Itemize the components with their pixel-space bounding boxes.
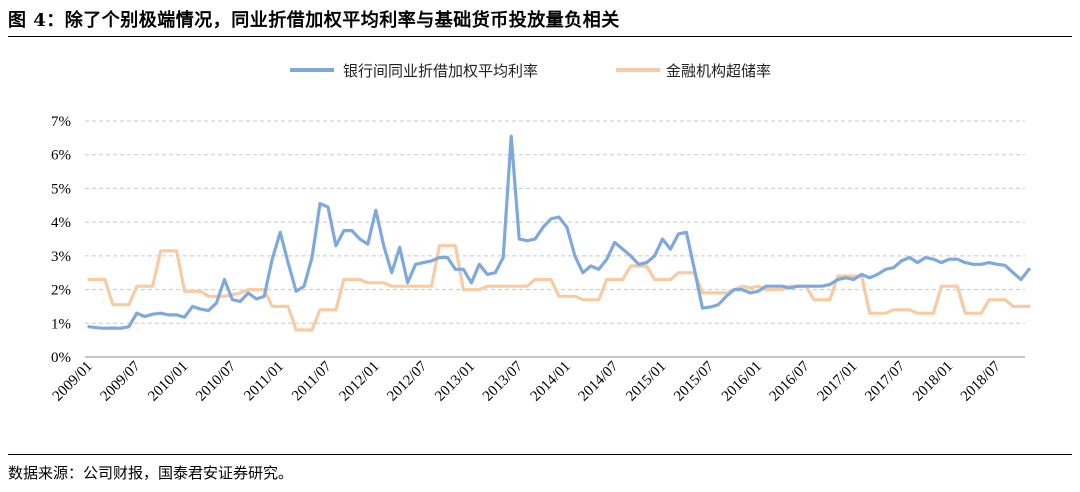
x-tick-label: 2011/01 <box>241 359 287 405</box>
x-tick-label: 2017/07 <box>862 358 908 404</box>
x-axis: 2009/01 2009/07 2010/01 2010/07 2011/01 2011/… <box>50 356 1025 405</box>
y-tick-label: 6% <box>51 148 71 164</box>
y-tick-label: 4% <box>51 215 71 231</box>
x-tick-label: 2012/01 <box>337 359 383 405</box>
x-tick-label: 2015/07 <box>671 358 717 404</box>
x-tick-label: 2010/07 <box>193 358 239 404</box>
series-line-2 <box>87 244 1031 332</box>
x-tick-label: 2017/01 <box>814 359 860 405</box>
x-tick-label: 2014/01 <box>528 359 574 405</box>
source-rule <box>8 454 1072 455</box>
legend-label-2: 金融机构超储率 <box>666 62 771 80</box>
y-tick-label: 0% <box>51 350 71 366</box>
series-lines <box>87 134 1031 332</box>
x-tick-label: 2016/01 <box>719 359 765 405</box>
x-tick-label-group: 2014/01 <box>528 359 574 405</box>
x-tick-label-group: 2016/07 <box>767 358 813 404</box>
x-tick-label-group: 2016/01 <box>719 359 765 405</box>
x-tick-label-group: 2017/01 <box>814 359 860 405</box>
x-tick-label-group: 2010/01 <box>145 359 191 405</box>
y-axis: 0% 1% 2% 3% 4% 5% 6% 7% <box>51 114 71 366</box>
y-tick-label: 2% <box>51 283 71 299</box>
gridlines <box>85 120 1025 324</box>
x-tick-label-group: 2017/07 <box>862 358 908 404</box>
line-chart: 银行间同业折借加权平均利率 金融机构超储率 0% 1% 2% 3% 4% 5% 6% 7% 20… <box>50 62 1031 405</box>
figure-title: 图 4：除了个别极端情况，同业折借加权平均利率与基础货币投放量负相关 <box>8 10 620 31</box>
x-tick-label: 2015/01 <box>623 359 669 405</box>
source-note: 数据来源：公司财报，国泰君安证券研究。 <box>8 464 294 482</box>
y-tick-label: 1% <box>51 316 71 332</box>
x-tick-label-group: 2011/01 <box>241 359 287 405</box>
legend: 银行间同业折借加权平均利率 金融机构超储率 <box>290 62 771 80</box>
x-tick-label: 2012/07 <box>384 358 430 404</box>
y-tick-label: 7% <box>51 114 71 130</box>
x-tick-label: 2018/07 <box>958 358 1004 404</box>
series-line-1 <box>87 134 1031 330</box>
x-tick-label-group: 2009/07 <box>98 358 144 404</box>
x-tick-label-group: 2018/07 <box>958 358 1004 404</box>
x-tick-label-group: 2013/01 <box>432 359 478 405</box>
title-rule <box>8 36 1072 37</box>
x-tick-label: 2009/07 <box>98 358 144 404</box>
x-tick-label-group: 2010/07 <box>193 358 239 404</box>
x-tick-label: 2013/01 <box>432 359 478 405</box>
x-tick-label: 2018/01 <box>910 359 956 405</box>
x-tick-label: 2010/01 <box>145 359 191 405</box>
x-tick-label-group: 2015/07 <box>671 358 717 404</box>
x-tick-label-group: 2013/07 <box>480 358 526 404</box>
x-tick-label: 2014/07 <box>575 358 621 404</box>
x-tick-label-group: 2012/07 <box>384 358 430 404</box>
y-tick-label: 3% <box>51 249 71 265</box>
x-tick-label-group: 2018/01 <box>910 359 956 405</box>
y-tick-label: 5% <box>51 181 71 197</box>
x-tick-label-group: 2014/07 <box>575 358 621 404</box>
legend-label-1: 银行间同业折借加权平均利率 <box>343 62 538 80</box>
x-tick-label-group: 2011/07 <box>289 358 335 404</box>
x-tick-label: 2011/07 <box>289 358 335 404</box>
x-tick-label-group: 2015/01 <box>623 359 669 405</box>
x-tick-label: 2013/07 <box>480 358 526 404</box>
x-tick-label: 2016/07 <box>767 358 813 404</box>
x-tick-label-group: 2012/01 <box>337 359 383 405</box>
